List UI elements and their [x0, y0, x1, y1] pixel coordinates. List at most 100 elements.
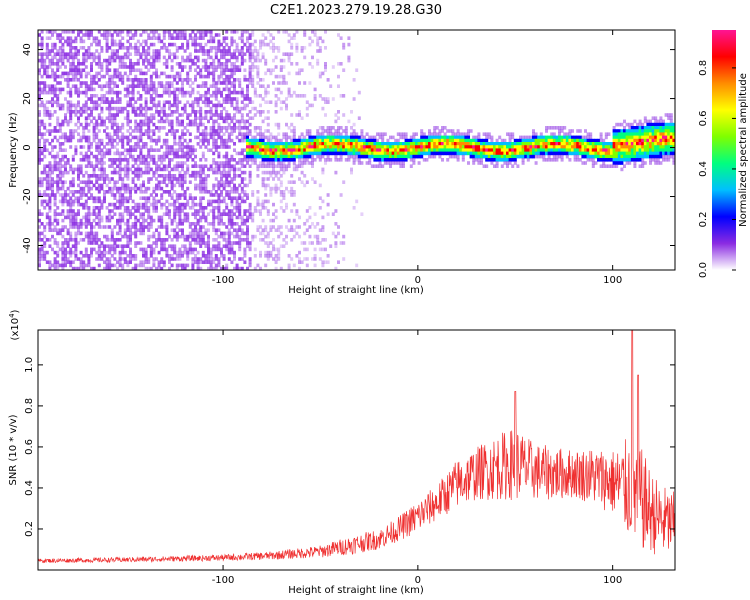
spectrogram-cell: [266, 177, 270, 181]
spectrogram-cell: [480, 138, 483, 143]
spectrogram-cell: [178, 247, 182, 252]
spectrogram-cell: [82, 81, 86, 85]
spectrogram-cell: [222, 62, 226, 66]
spectrogram-cell: [129, 126, 132, 130]
spectrogram-cell: [438, 145, 442, 149]
spectrogram-cell: [186, 116, 190, 120]
spectrogram-cell: [160, 218, 164, 223]
spectrogram-cell: [95, 164, 99, 168]
spectrogram-cell: [261, 135, 265, 140]
spectrogram-cell: [274, 260, 278, 264]
spectrogram-cell: [422, 145, 426, 149]
spectrogram-cell: [376, 164, 379, 168]
spectrogram-cell: [441, 135, 444, 140]
spectrogram-cell: [342, 142, 346, 146]
spectrogram-cell: [100, 257, 104, 261]
spectrogram-cell: [136, 122, 140, 127]
spectrogram-cell: [191, 222, 195, 226]
spectrogram-cell: [51, 100, 54, 104]
spectrogram-cell: [43, 254, 47, 258]
spectrogram-cell: [71, 110, 75, 114]
spectrogram-cell: [516, 148, 520, 152]
spectrogram-cell: [116, 74, 119, 79]
spectrogram-cell: [113, 90, 117, 95]
spectrogram-cell: [82, 110, 86, 114]
spectrogram-cell: [43, 122, 47, 127]
spectrogram-cell: [118, 58, 122, 63]
spectrogram-cell: [409, 158, 413, 162]
spectrogram-cell: [305, 129, 309, 133]
spectrogram-cell: [105, 142, 109, 146]
spectrogram-cell: [38, 218, 41, 223]
spectrogram-cell: [100, 154, 104, 159]
spectrogram-cell: [256, 110, 260, 114]
spectrogram-cell: [126, 260, 130, 264]
spectrogram-cell: [196, 218, 200, 223]
spectrogram-cell: [321, 138, 325, 143]
spectrogram-cell: [173, 78, 177, 82]
spectrogram-cell: [134, 218, 138, 223]
spectrogram-cell: [238, 212, 242, 216]
spectrogram-cell: [303, 138, 307, 143]
spectrogram-cell: [74, 84, 78, 88]
spectrogram-cell: [105, 174, 109, 178]
spectrogram-cell: [376, 154, 379, 159]
spectrogram-cell: [524, 138, 528, 143]
spectrogram-cell: [251, 30, 255, 34]
spectrogram-cell: [48, 84, 52, 88]
spectrogram-cell: [186, 257, 190, 261]
spectrogram-cell: [220, 49, 223, 53]
spectrogram-cell: [181, 234, 184, 239]
spectrogram-cell: [365, 154, 369, 159]
spectrogram-cell: [521, 154, 525, 159]
spectrogram-cell: [74, 113, 78, 117]
spectrogram-cell: [188, 196, 192, 200]
spectrogram-cell: [165, 212, 169, 216]
spectrogram-cell: [214, 206, 218, 210]
spectrogram-cell: [38, 33, 41, 37]
spectrogram-cell: [459, 132, 463, 136]
spectrogram-cell: [347, 148, 351, 152]
spectrogram-cell: [370, 138, 374, 143]
spectrogram-cell: [209, 36, 213, 40]
spectrogram-cell: [43, 234, 47, 239]
spectrogram-cell: [521, 148, 525, 152]
spectrogram-cell: [381, 142, 385, 146]
spectrogram-cell: [45, 148, 49, 152]
spectrogram-cell: [220, 180, 223, 184]
spectrogram-cell: [110, 247, 114, 252]
spectrogram-cell: [95, 199, 99, 204]
spectrogram-cell: [243, 74, 247, 79]
spectrogram-cell: [38, 110, 41, 114]
spectrogram-cell: [53, 42, 57, 47]
spectrogram-cell: [272, 186, 275, 191]
spectrogram-cell: [110, 254, 114, 258]
spectrogram-cell: [303, 94, 307, 98]
spectrogram-cell: [454, 138, 457, 143]
spectrogram-cell: [144, 158, 148, 162]
spectrogram-cell: [38, 247, 41, 252]
spectrogram-cell: [61, 62, 65, 66]
spectrogram-cell: [71, 215, 75, 220]
spectrogram-cell: [235, 58, 239, 63]
spectrogram-cell: [329, 244, 333, 248]
spectrogram-cell: [391, 142, 395, 146]
spectrogram-cell: [139, 33, 143, 37]
spectrogram-cell: [118, 257, 122, 261]
spectrogram-cell: [344, 148, 348, 152]
spectrogram-cell: [136, 167, 140, 172]
spectrogram-cell: [357, 158, 361, 162]
spectrogram-cell: [240, 30, 244, 34]
spectrogram-cell: [142, 30, 145, 34]
spectrogram-cell: [87, 129, 91, 133]
spectrogram-cell: [186, 263, 190, 268]
spectrogram-cell: [259, 209, 262, 213]
spectrogram-cell: [357, 135, 361, 140]
spectrogram-cell: [38, 154, 41, 159]
spectrogram-cell: [272, 167, 275, 172]
spectrogram-cell: [308, 132, 312, 136]
spectrogram-cell: [415, 138, 418, 143]
spectrogram-cell: [261, 238, 265, 242]
spectrogram-cell: [199, 206, 203, 210]
spectrogram-cell: [147, 84, 151, 88]
